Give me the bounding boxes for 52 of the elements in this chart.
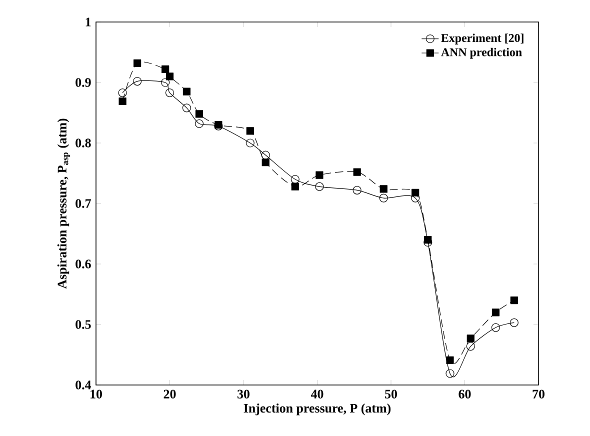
y-axis-title: Aspiration pressure, P$_{asp}$ (atm) — [57, 118, 70, 289]
y-tick-label: 0.5 — [76, 320, 91, 329]
point — [424, 236, 432, 244]
point — [380, 185, 388, 193]
y-tick-label: 1 — [86, 18, 91, 26]
x-axis-title: Injection pressure, P (atm) — [244, 403, 391, 416]
point — [195, 110, 204, 118]
point — [261, 150, 270, 160]
point — [353, 168, 361, 176]
point — [492, 308, 500, 316]
x-tick-label: 10 — [90, 390, 102, 398]
point — [352, 186, 362, 194]
y-tick-label: 0.8 — [76, 138, 91, 148]
point — [161, 78, 170, 87]
point — [510, 296, 518, 304]
point — [316, 171, 324, 179]
point — [446, 356, 454, 364]
x-tick-label: 30 — [238, 390, 250, 398]
legend-label: ANN prediction — [441, 48, 522, 59]
y-tick-label: 0.7 — [76, 199, 91, 208]
point — [291, 182, 299, 190]
point — [262, 158, 270, 166]
point — [290, 175, 300, 184]
x-tick-label: 40 — [310, 390, 324, 398]
point — [315, 182, 324, 191]
point — [194, 119, 204, 128]
point — [118, 88, 127, 98]
y-tick-label: 0.9 — [76, 78, 91, 87]
point — [133, 76, 142, 86]
x-tick-label: 70 — [532, 390, 544, 398]
y-tick-label: 0.6 — [76, 260, 91, 268]
point — [412, 188, 420, 196]
point — [446, 369, 454, 378]
y-tick-label: 0.4 — [76, 380, 92, 390]
point — [246, 138, 254, 148]
point — [134, 59, 142, 67]
point — [118, 97, 126, 106]
x-tick-label: 60 — [458, 390, 471, 398]
point — [246, 127, 254, 135]
point — [510, 318, 518, 327]
x-tick-label: 50 — [385, 390, 397, 398]
point — [182, 88, 191, 96]
legend-label: Experiment [20] — [441, 34, 524, 44]
point — [466, 334, 474, 342]
x-tick-label: 20 — [164, 390, 176, 398]
point — [165, 88, 174, 98]
point — [379, 194, 388, 202]
point — [182, 104, 192, 112]
point — [466, 342, 475, 351]
point — [491, 323, 500, 332]
point — [162, 65, 170, 73]
point — [166, 72, 174, 80]
